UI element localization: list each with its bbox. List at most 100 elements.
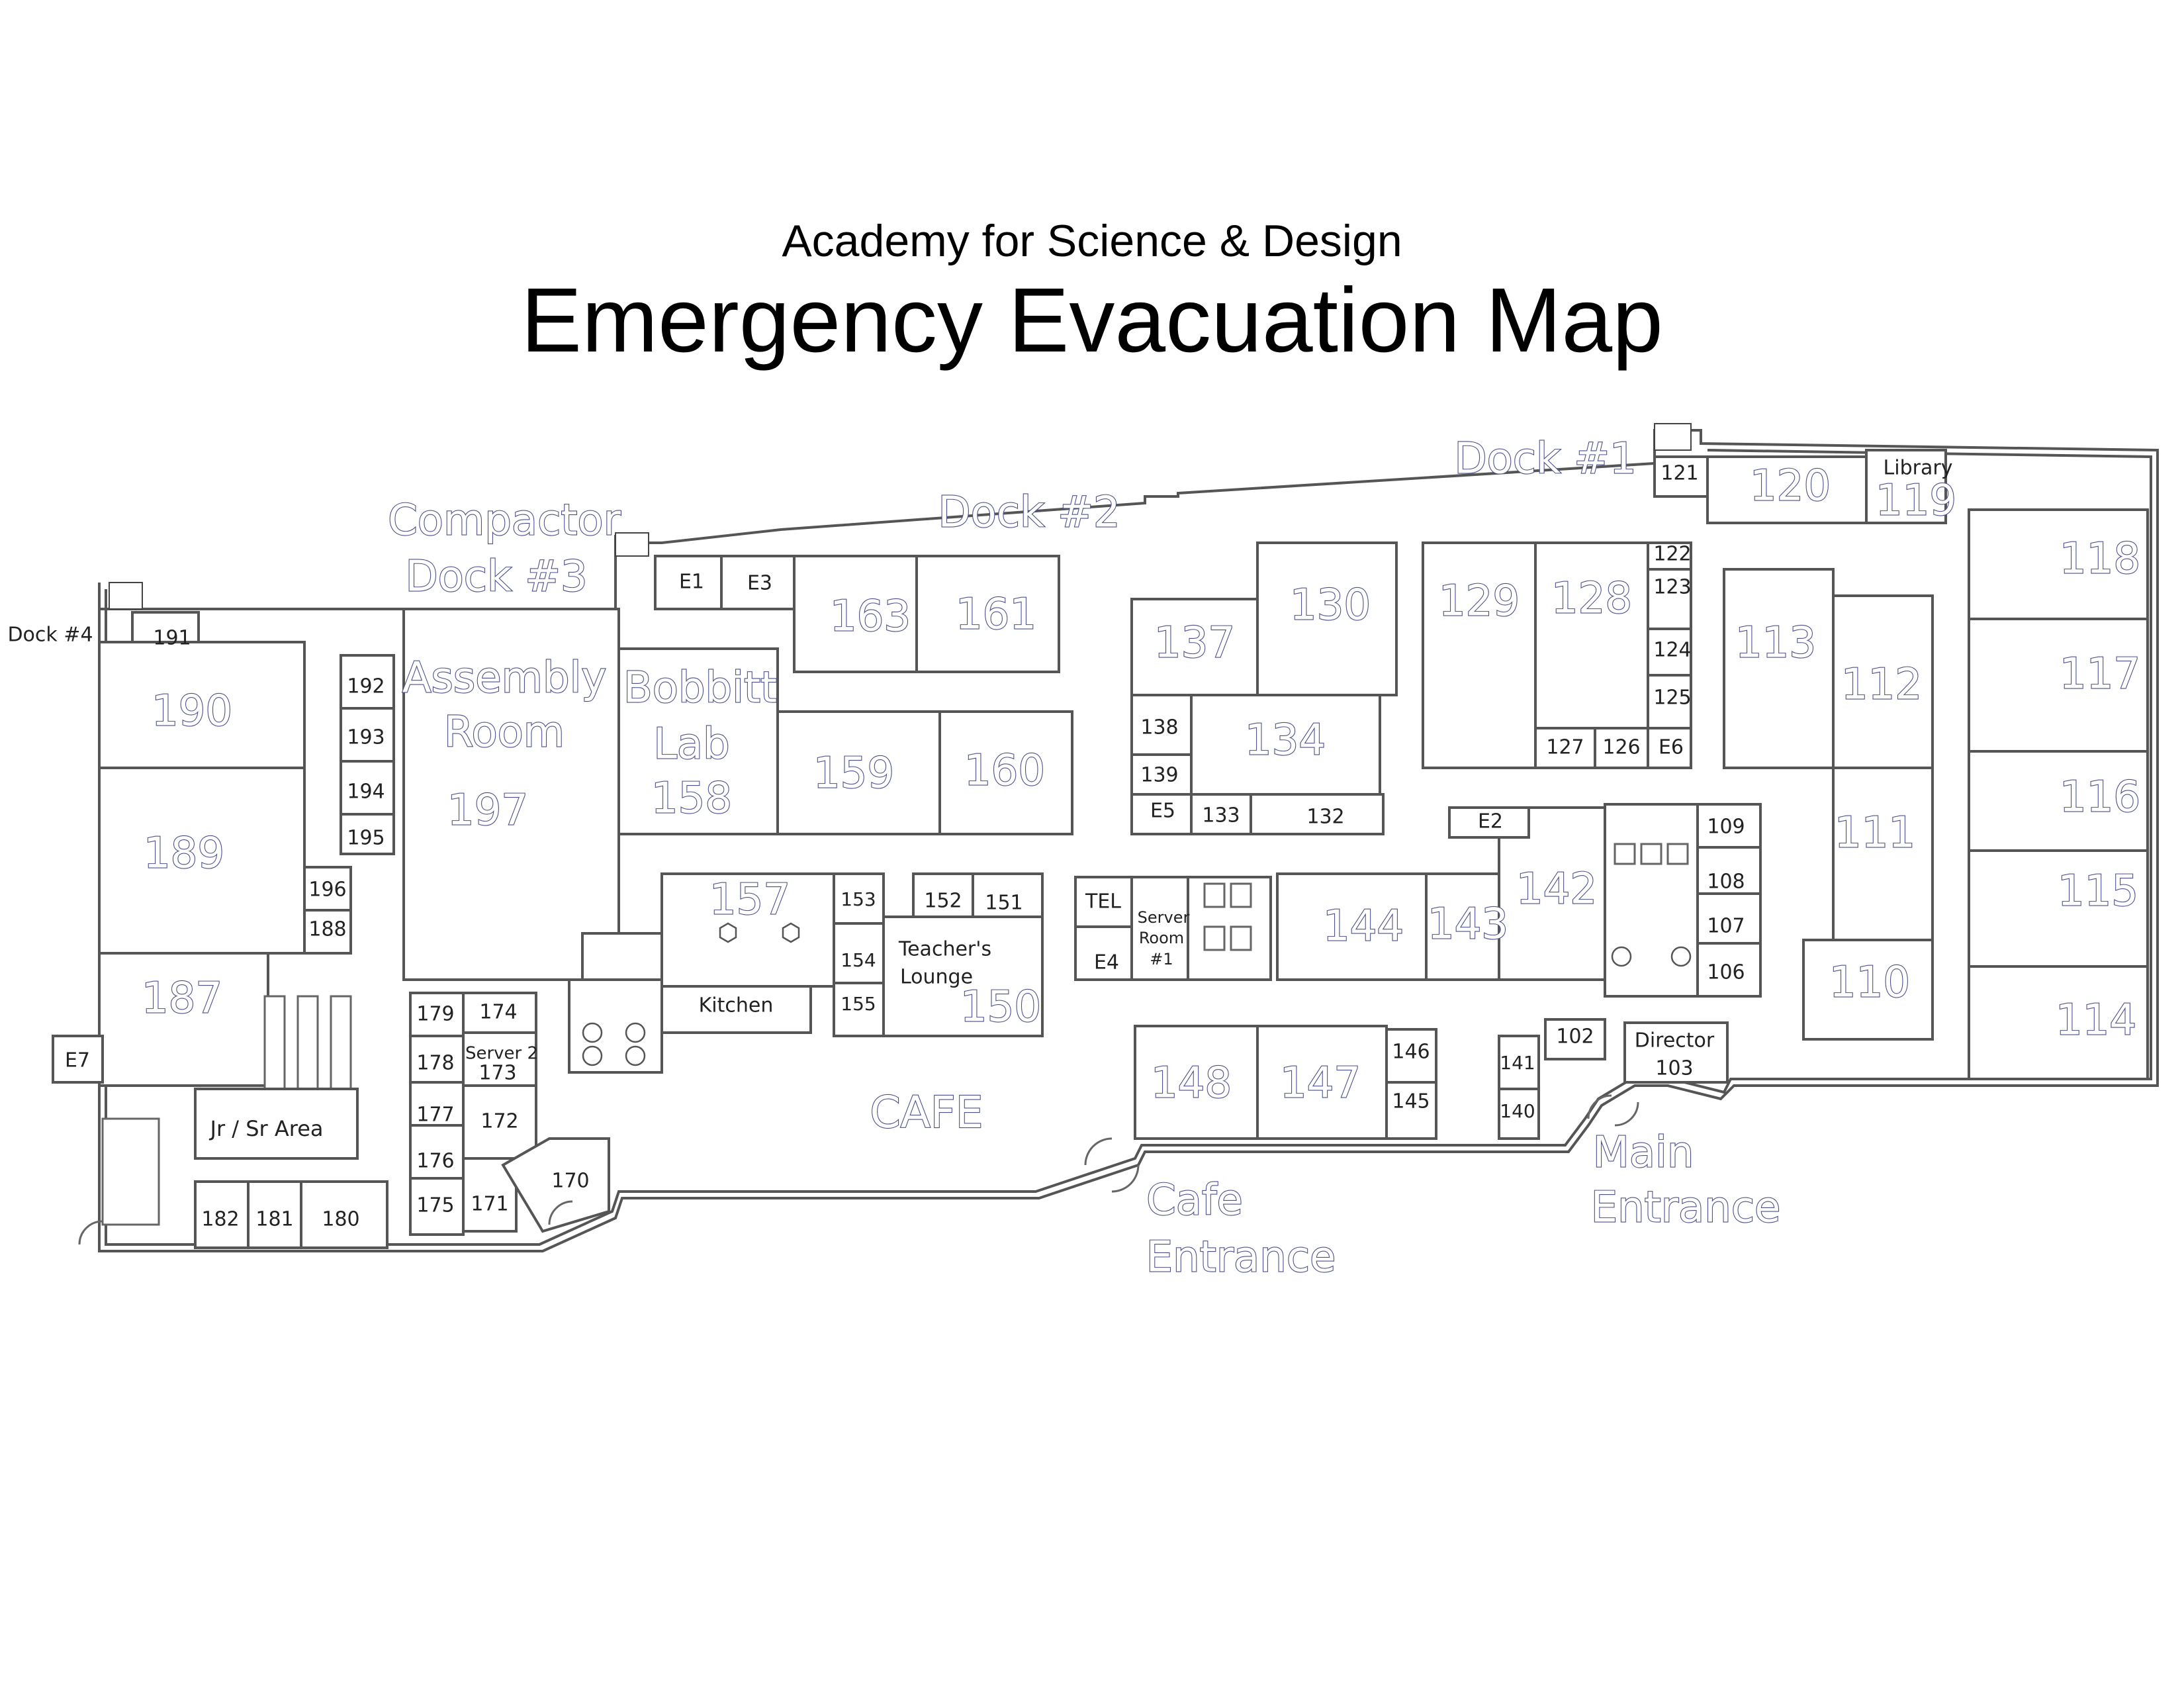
room-139-label: 139 — [1140, 764, 1178, 787]
room-106[interactable] — [1696, 942, 1762, 998]
room-109[interactable] — [1696, 803, 1762, 849]
room-129[interactable] — [1422, 541, 1537, 769]
library-label: Library — [1884, 457, 1953, 480]
room-125[interactable] — [1647, 674, 1692, 729]
room-147[interactable] — [1256, 1025, 1388, 1140]
room-126[interactable] — [1594, 727, 1649, 769]
room-146-label: 146 — [1392, 1041, 1430, 1064]
room-server-1[interactable] — [1130, 876, 1189, 981]
room-189-label: 189 — [144, 829, 224, 878]
room-197[interactable] — [402, 608, 620, 981]
room-150[interactable] — [882, 915, 1044, 1037]
room-118[interactable] — [1968, 508, 2149, 620]
room-182[interactable] — [194, 1180, 250, 1249]
room-113-label: 113 — [1735, 619, 1816, 668]
room-145[interactable] — [1385, 1081, 1437, 1140]
room-137[interactable] — [1130, 598, 1259, 696]
room-e7[interactable] — [52, 1035, 104, 1084]
room-153[interactable] — [833, 872, 885, 925]
room-161[interactable] — [915, 555, 1060, 673]
sink-icon — [1670, 946, 1692, 967]
room-190[interactable] — [98, 641, 306, 769]
room-103[interactable] — [1623, 1021, 1729, 1084]
room-119[interactable] — [1865, 449, 1947, 524]
room-176-label: 176 — [416, 1150, 454, 1173]
room-107[interactable] — [1696, 892, 1762, 945]
room-192[interactable] — [340, 654, 395, 710]
room-150-label: 150 — [960, 983, 1041, 1032]
room-140[interactable] — [1498, 1088, 1540, 1140]
room-158[interactable] — [617, 647, 779, 835]
room-111[interactable] — [1832, 767, 1934, 941]
room-120-label: 120 — [1750, 462, 1831, 511]
room-155[interactable] — [833, 982, 885, 1037]
room-116[interactable] — [1968, 750, 2149, 852]
room-132[interactable] — [1250, 793, 1385, 835]
room-163[interactable] — [793, 555, 918, 673]
room-133[interactable] — [1190, 793, 1252, 835]
room-kitchen[interactable] — [660, 985, 812, 1034]
room-127[interactable] — [1534, 727, 1596, 769]
room-152[interactable] — [912, 872, 974, 918]
room-138[interactable] — [1130, 694, 1193, 756]
room-154-label: 154 — [841, 949, 876, 971]
room-194[interactable] — [340, 760, 395, 816]
room-122[interactable] — [1647, 541, 1692, 571]
room-120[interactable] — [1706, 455, 1868, 524]
room-172[interactable] — [462, 1084, 537, 1160]
room-113[interactable] — [1723, 568, 1835, 769]
room-e2-label: E2 — [1478, 810, 1503, 833]
room-176[interactable] — [409, 1124, 465, 1180]
room-173[interactable] — [462, 1031, 537, 1087]
jr-sr-label: Jr / Sr Area — [209, 1116, 324, 1141]
room-132-label: 132 — [1306, 806, 1344, 829]
room-114[interactable] — [1968, 965, 2149, 1080]
door-icon — [1614, 1102, 1639, 1127]
sink-icon — [582, 1045, 603, 1066]
room-130-label: 130 — [1290, 581, 1371, 630]
room-145-label: 145 — [1392, 1090, 1430, 1113]
room-121[interactable] — [1653, 455, 1709, 498]
jr-sr-area[interactable] — [194, 1088, 359, 1160]
room-e3[interactable] — [720, 555, 796, 610]
room-115[interactable] — [1968, 849, 2149, 968]
room-e6[interactable] — [1647, 727, 1692, 769]
room-143[interactable] — [1425, 872, 1500, 981]
room-154[interactable] — [833, 922, 885, 984]
room-180[interactable] — [300, 1180, 388, 1249]
room-114-label: 114 — [2056, 996, 2136, 1045]
door-icon — [1587, 1094, 1612, 1119]
kitchen-label: Kitchen — [699, 994, 774, 1017]
room-111-label: 111 — [1835, 809, 1915, 858]
room-170[interactable] — [501, 1137, 610, 1233]
room-146[interactable] — [1385, 1028, 1437, 1084]
room-153-label: 153 — [841, 888, 876, 910]
room-128[interactable] — [1534, 541, 1649, 729]
room-159[interactable] — [776, 710, 941, 835]
stair-block — [101, 1117, 160, 1226]
room-189[interactable] — [98, 767, 306, 955]
room-160[interactable] — [938, 710, 1073, 835]
room-124[interactable] — [1647, 628, 1692, 677]
room-188-label: 188 — [308, 918, 346, 941]
room-108[interactable] — [1696, 846, 1762, 895]
room-181[interactable] — [247, 1180, 302, 1249]
room-e5[interactable] — [1130, 793, 1193, 835]
sink-icon — [625, 1022, 646, 1043]
room-158-label: 158 — [651, 774, 732, 823]
room-115-label: 115 — [2058, 867, 2138, 916]
room-148[interactable] — [1134, 1025, 1259, 1140]
room-175[interactable] — [409, 1177, 465, 1236]
room-187[interactable] — [98, 952, 269, 1087]
room-151[interactable] — [972, 872, 1044, 918]
map-title: Emergency Evacuation Map — [521, 269, 1663, 371]
room-110-label: 110 — [1829, 959, 1910, 1008]
room-195[interactable] — [340, 813, 395, 855]
director-label: Director — [1635, 1029, 1715, 1053]
room-144[interactable] — [1276, 872, 1428, 981]
building-outline — [98, 429, 2159, 1252]
room-e2[interactable] — [1448, 806, 1530, 839]
room-102[interactable] — [1544, 1018, 1606, 1060]
room-tel[interactable] — [1074, 876, 1133, 928]
room-110[interactable] — [1802, 939, 1934, 1041]
